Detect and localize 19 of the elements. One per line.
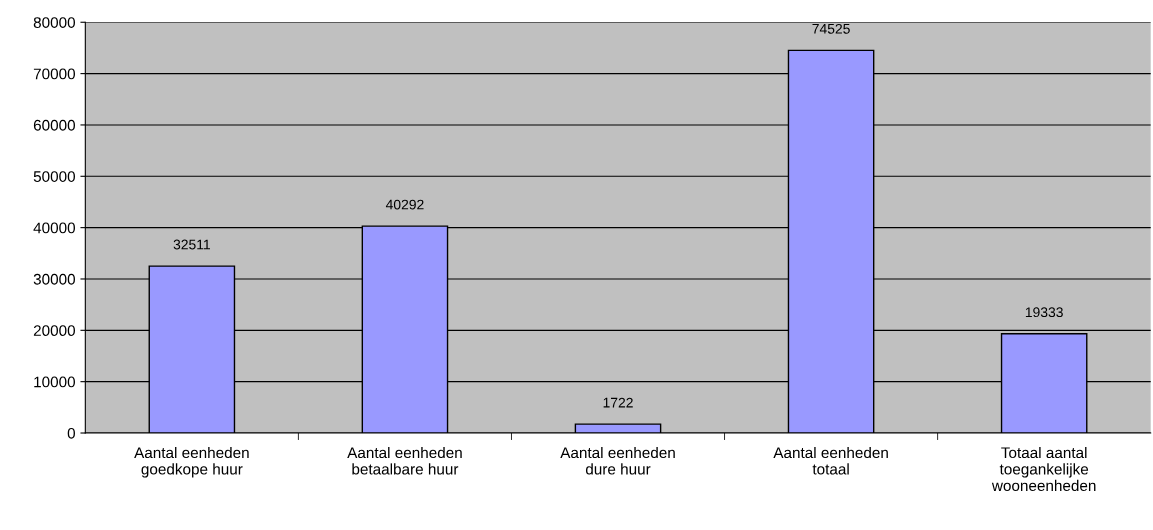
y-tick-label: 80000: [33, 17, 76, 28]
data-label: 40292: [385, 199, 424, 210]
y-tick-label: 60000: [33, 119, 76, 131]
x-tick-label: Totaal aantal toegankelijke wooneenheden: [991, 446, 1096, 492]
data-label: 74525: [812, 23, 850, 34]
data-label: 19333: [1025, 307, 1063, 318]
data-label: 1722: [603, 397, 633, 408]
x-tick-label: Aantal eenheden dure huur: [560, 446, 675, 475]
y-tick-label: 30000: [33, 273, 76, 285]
y-tick-label: 10000: [34, 376, 76, 388]
y-tick-label: 0: [67, 427, 75, 439]
y-tick-label: 50000: [33, 171, 76, 182]
x-tick-label: Aantal eenheden goedkope huur: [134, 446, 249, 478]
x-tick-label: Aantal eenheden betaalbare huur: [347, 446, 462, 475]
y-tick-label: 70000: [33, 68, 76, 80]
data-label: 32511: [173, 239, 210, 250]
y-tick-label: 40000: [33, 222, 76, 234]
y-tick-label: 20000: [33, 325, 76, 337]
x-tick-label: Aantal eenheden totaal: [773, 446, 888, 475]
